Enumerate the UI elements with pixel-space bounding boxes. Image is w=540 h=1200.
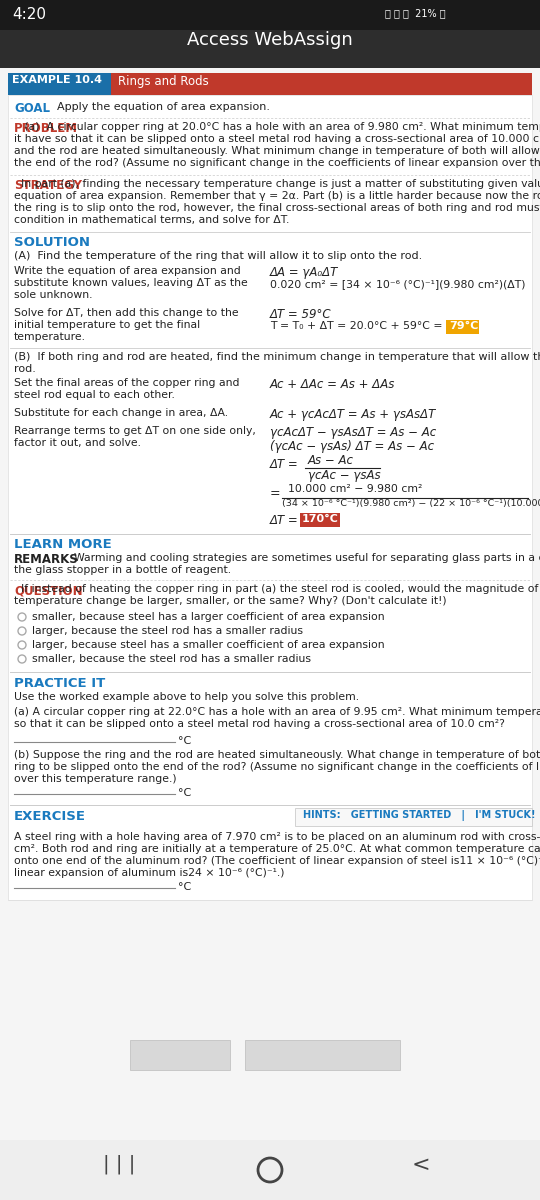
Text: (a) A circular copper ring at 22.0°C has a hole with an area of 9.95 cm². What m: (a) A circular copper ring at 22.0°C has… xyxy=(14,707,540,716)
Text: so that it can be slipped onto a steel metal rod having a cross-sectional area o: so that it can be slipped onto a steel m… xyxy=(14,719,505,728)
Text: | | |: | | | xyxy=(103,1154,135,1175)
Text: Substitute for each change in area, ΔA.: Substitute for each change in area, ΔA. xyxy=(14,408,228,418)
Text: If instead of heating the copper ring in part (a) the steel rod is cooled, would: If instead of heating the copper ring in… xyxy=(14,584,540,594)
Text: REMARKS: REMARKS xyxy=(14,553,79,566)
Text: Rings and Rods: Rings and Rods xyxy=(118,74,209,88)
Text: γcAcΔT − γsAsΔT = As − Ac: γcAcΔT − γsAsΔT = As − Ac xyxy=(270,426,436,439)
Text: 10.000 cm² − 9.980 cm²: 10.000 cm² − 9.980 cm² xyxy=(288,484,422,494)
Text: SOLUTION: SOLUTION xyxy=(14,236,90,248)
Text: onto one end of the aluminum rod? (The coefficient of linear expansion of steel : onto one end of the aluminum rod? (The c… xyxy=(14,856,540,866)
Text: Warming and cooling strategies are sometimes useful for separating glass parts i: Warming and cooling strategies are somet… xyxy=(67,553,540,563)
Text: (B)  If both ring and rod are heated, find the minimum change in temperature tha: (B) If both ring and rod are heated, fin… xyxy=(14,352,540,362)
Bar xyxy=(446,320,479,334)
Text: EXERCISE: EXERCISE xyxy=(14,810,86,823)
Text: In part (a), finding the necessary temperature change is just a matter of substi: In part (a), finding the necessary tempe… xyxy=(14,179,540,188)
Text: Set the final areas of the copper ring and: Set the final areas of the copper ring a… xyxy=(14,378,240,388)
Text: ΔA = γA₀ΔT: ΔA = γA₀ΔT xyxy=(270,266,338,278)
Text: linear expansion of aluminum is24 × 10⁻⁶ (°C)⁻¹.): linear expansion of aluminum is24 × 10⁻⁶… xyxy=(14,868,285,878)
Text: GOAL: GOAL xyxy=(14,102,50,115)
Text: Write the equation of area expansion and: Write the equation of area expansion and xyxy=(14,266,241,276)
Text: substitute known values, leaving ΔT as the: substitute known values, leaving ΔT as t… xyxy=(14,278,248,288)
Bar xyxy=(300,514,340,527)
Text: LEARN MORE: LEARN MORE xyxy=(14,538,112,551)
Text: °C: °C xyxy=(178,788,191,798)
Text: A steel ring with a hole having area of 7.970 cm² is to be placed on an aluminum: A steel ring with a hole having area of … xyxy=(14,832,540,842)
Bar xyxy=(111,73,532,95)
Text: =: = xyxy=(270,487,281,500)
Text: Solve for ΔT, then add this change to the: Solve for ΔT, then add this change to th… xyxy=(14,308,239,318)
Text: STRATEGY: STRATEGY xyxy=(14,179,82,192)
Text: the glass stopper in a bottle of reagent.: the glass stopper in a bottle of reagent… xyxy=(14,565,231,575)
Text: EXAMPLE 10.4: EXAMPLE 10.4 xyxy=(12,74,102,85)
Text: steel rod equal to each other.: steel rod equal to each other. xyxy=(14,390,175,400)
Text: initial temperature to get the final: initial temperature to get the final xyxy=(14,320,200,330)
Text: <: < xyxy=(412,1154,430,1175)
Text: temperature.: temperature. xyxy=(14,332,86,342)
Text: PROBLEM: PROBLEM xyxy=(14,122,78,134)
Text: Rearrange terms to get ΔT on one side only,: Rearrange terms to get ΔT on one side on… xyxy=(14,426,256,436)
Bar xyxy=(0,30,540,68)
Bar xyxy=(0,1140,540,1200)
Text: °C: °C xyxy=(178,882,191,892)
Text: T = T₀ + ΔT = 20.0°C + 59°C =: T = T₀ + ΔT = 20.0°C + 59°C = xyxy=(270,320,446,331)
Text: (A)  Find the temperature of the ring that will allow it to slip onto the rod.: (A) Find the temperature of the ring tha… xyxy=(14,251,422,260)
Bar xyxy=(8,95,532,1075)
Bar xyxy=(295,808,532,826)
Text: larger, because the steel rod has a smaller radius: larger, because the steel rod has a smal… xyxy=(32,626,303,636)
Text: ΔT =: ΔT = xyxy=(270,514,302,527)
Text: equation of area expansion. Remember that γ = 2α. Part (b) is a little harder be: equation of area expansion. Remember tha… xyxy=(14,191,540,200)
Text: cm². Both rod and ring are initially at a temperature of 25.0°C. At what common : cm². Both rod and ring are initially at … xyxy=(14,844,540,854)
Text: QUESTION: QUESTION xyxy=(14,584,83,596)
Bar xyxy=(8,73,111,95)
Text: smaller, because steel has a larger coefficient of area expansion: smaller, because steel has a larger coef… xyxy=(32,612,384,622)
Text: As − Ac: As − Ac xyxy=(308,454,354,467)
Text: rod.: rod. xyxy=(14,364,36,374)
Bar xyxy=(0,900,540,1140)
Text: factor it out, and solve.: factor it out, and solve. xyxy=(14,438,141,448)
Text: (34 × 10⁻⁶ °C⁻¹)(9.980 cm²) − (22 × 10⁻⁶ °C⁻¹)(10.000 cm²): (34 × 10⁻⁶ °C⁻¹)(9.980 cm²) − (22 × 10⁻⁶… xyxy=(282,499,540,508)
Text: ΔT = 59°C: ΔT = 59°C xyxy=(270,308,332,320)
Text: Use the worked example above to help you solve this problem.: Use the worked example above to help you… xyxy=(14,692,359,702)
Text: 4:20: 4:20 xyxy=(12,7,46,22)
Text: 0.020 cm² = [34 × 10⁻⁶ (°C)⁻¹](9.980 cm²)(ΔT): 0.020 cm² = [34 × 10⁻⁶ (°C)⁻¹](9.980 cm²… xyxy=(270,278,525,289)
Bar xyxy=(0,0,540,30)
Text: 170°C: 170°C xyxy=(302,514,339,524)
Text: Apply the equation of area expansion.: Apply the equation of area expansion. xyxy=(50,102,270,112)
Text: °C: °C xyxy=(178,736,191,746)
Text: and the rod are heated simultaneously. What minimum change in temperature of bot: and the rod are heated simultaneously. W… xyxy=(14,146,540,156)
Text: larger, because steel has a smaller coefficient of area expansion: larger, because steel has a smaller coef… xyxy=(32,640,384,650)
Text: 79°C: 79°C xyxy=(449,320,478,331)
Text: Ac + ΔAc = As + ΔAs: Ac + ΔAc = As + ΔAs xyxy=(270,378,395,391)
Text: temperature change be larger, smaller, or the same? Why? (Don't calculate it!): temperature change be larger, smaller, o… xyxy=(14,596,447,606)
Text: the end of the rod? (Assume no significant change in the coefficients of linear : the end of the rod? (Assume no significa… xyxy=(14,158,540,168)
Bar xyxy=(245,1040,400,1070)
Text: condition in mathematical terms, and solve for ΔT.: condition in mathematical terms, and sol… xyxy=(14,215,289,226)
Text: Access WebAssign: Access WebAssign xyxy=(187,31,353,49)
Text: ring to be slipped onto the end of the rod? (Assume no significant change in the: ring to be slipped onto the end of the r… xyxy=(14,762,540,772)
Text: ΔT =: ΔT = xyxy=(270,458,299,470)
Text: HINTS:   GETTING STARTED   |   I'M STUCK!: HINTS: GETTING STARTED | I'M STUCK! xyxy=(303,810,536,821)
Text: γcAc − γsAs: γcAc − γsAs xyxy=(308,469,381,482)
Text: it have so that it can be slipped onto a steel metal rod having a cross-sectiona: it have so that it can be slipped onto a… xyxy=(14,134,540,144)
Text: sole unknown.: sole unknown. xyxy=(14,290,92,300)
Bar xyxy=(130,1040,230,1070)
Text: smaller, because the steel rod has a smaller radius: smaller, because the steel rod has a sma… xyxy=(32,654,311,664)
Text: the ring is to slip onto the rod, however, the final cross-sectional areas of bo: the ring is to slip onto the rod, howeve… xyxy=(14,203,540,214)
Text: 🔔 🔇 📶  21% 🔋: 🔔 🔇 📶 21% 🔋 xyxy=(385,8,446,18)
Text: (γcAc − γsAs) ΔT = As − Ac: (γcAc − γsAs) ΔT = As − Ac xyxy=(270,440,434,452)
Text: over this temperature range.): over this temperature range.) xyxy=(14,774,177,784)
Text: Ac + γcAcΔT = As + γsAsΔT: Ac + γcAcΔT = As + γsAsΔT xyxy=(270,408,436,421)
Text: (b) Suppose the ring and the rod are heated simultaneously. What change in tempe: (b) Suppose the ring and the rod are hea… xyxy=(14,750,540,760)
Text: PRACTICE IT: PRACTICE IT xyxy=(14,677,105,690)
Text: (a)  A circular copper ring at 20.0°C has a hole with an area of 9.980 cm². What: (a) A circular copper ring at 20.0°C has… xyxy=(14,122,540,132)
